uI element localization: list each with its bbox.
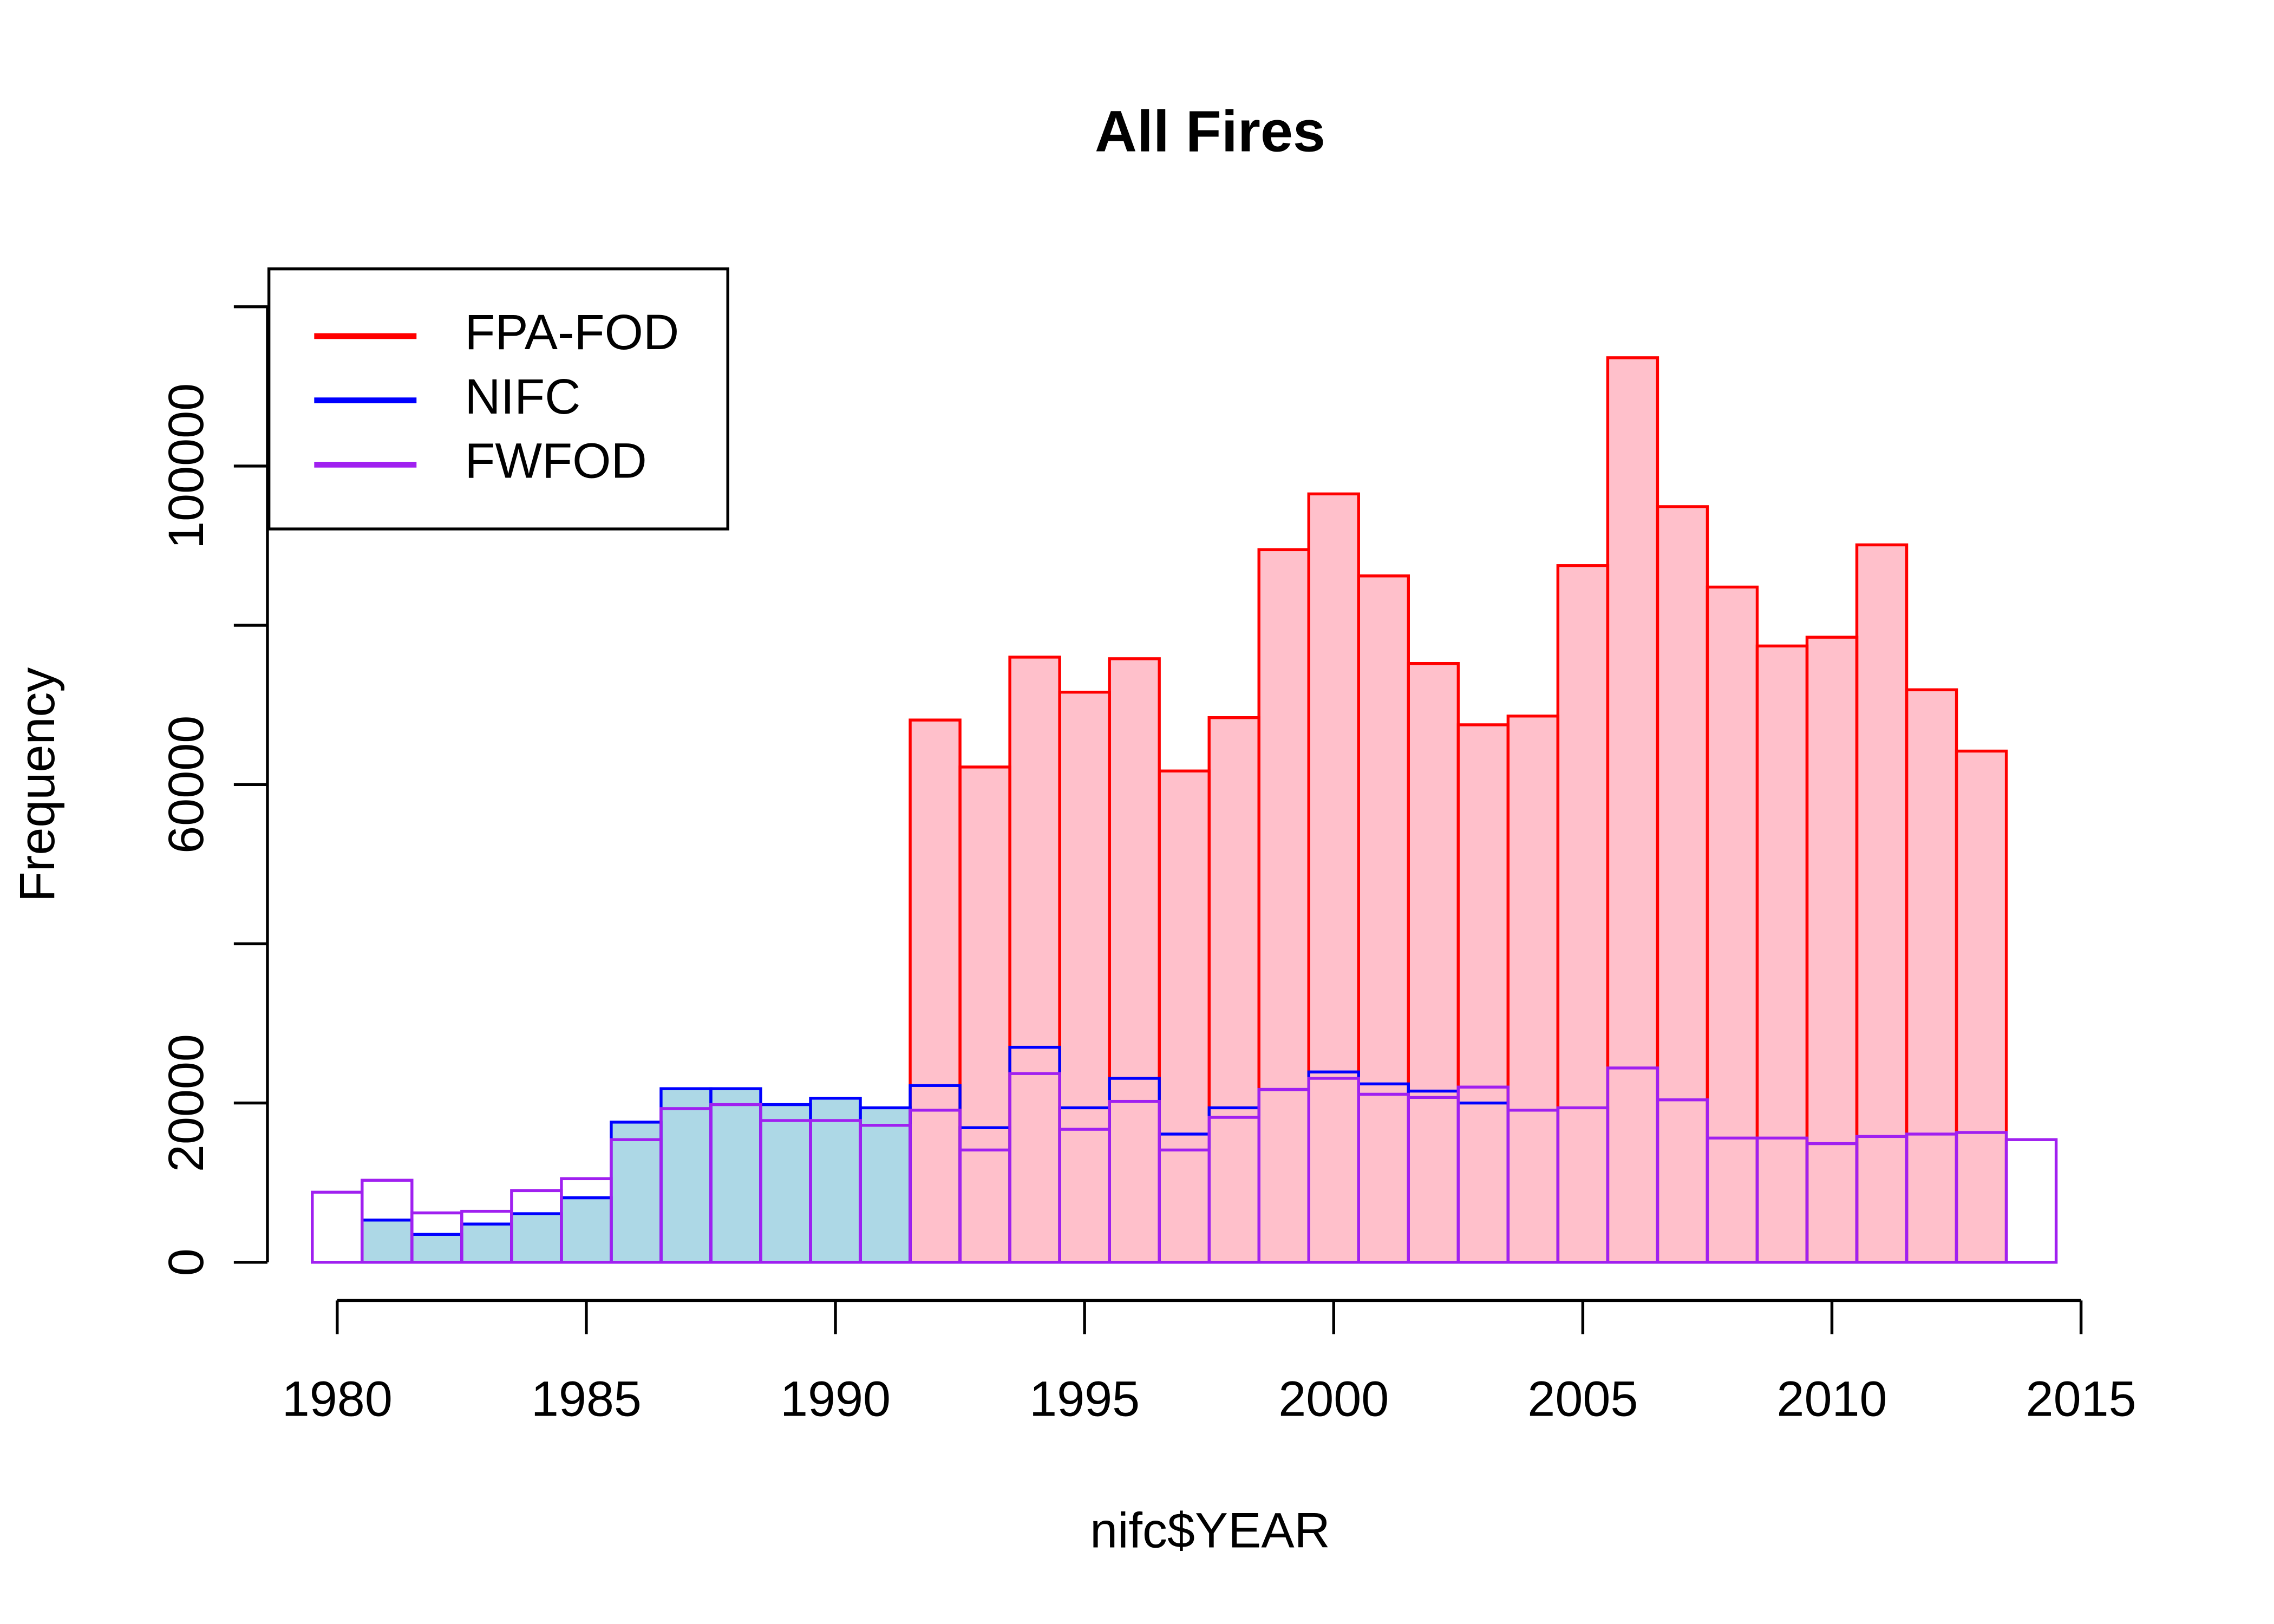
x-tick-label: 2005 [1527, 1372, 1638, 1427]
y-tick-label: 100000 [159, 383, 214, 549]
bar-fill [1857, 545, 1907, 1262]
bar-fill [710, 1089, 761, 1262]
y-axis-label: Frequency [10, 667, 65, 902]
bar-fill [960, 767, 1010, 1262]
bar-fill [1159, 771, 1210, 1262]
bar-fill [1209, 717, 1259, 1262]
bar-fill [1309, 494, 1359, 1262]
bar-fill [1408, 663, 1459, 1262]
y-tick-label: 0 [159, 1248, 214, 1276]
x-tick-label: 1995 [1029, 1372, 1140, 1427]
bar-fill [2006, 1140, 2056, 1262]
y-tick-label: 20000 [159, 1034, 214, 1172]
x-axis-label: nifc$YEAR [1090, 1503, 1330, 1558]
y-tick-label: 60000 [159, 716, 214, 854]
bar-fill [1657, 506, 1708, 1262]
bar-fill [1060, 692, 1110, 1262]
bar-fill [1757, 646, 1807, 1262]
bar-fill [1109, 658, 1160, 1262]
x-tick-label: 2000 [1278, 1372, 1389, 1427]
bar-fill [860, 1108, 911, 1262]
legend-label: FPA-FOD [465, 305, 679, 360]
x-tick-label: 2015 [2026, 1372, 2136, 1427]
x-tick-label: 1980 [282, 1372, 393, 1427]
bar [2004, 1138, 2058, 1264]
bar-fill [362, 1220, 412, 1262]
bar-fill [611, 1122, 661, 1262]
x-tick-label: 1990 [780, 1372, 891, 1427]
legend: FPA-FOD NIFC FWFOD [267, 267, 729, 531]
x-tick-label: 2010 [1776, 1372, 1887, 1427]
bar-fill [461, 1224, 512, 1262]
bar-fill [1458, 724, 1508, 1262]
bar-fill [1259, 549, 1309, 1262]
bar-fill [1807, 637, 1857, 1262]
bar-fill [1906, 690, 1957, 1262]
bar-fill [1508, 716, 1558, 1262]
bar-fill [411, 1234, 462, 1262]
bar-fill [1358, 575, 1409, 1262]
bar-fill [1558, 565, 1608, 1262]
bar-fill [561, 1197, 611, 1262]
bar-fill [1010, 657, 1060, 1262]
legend-label: FWFOD [465, 434, 646, 489]
bar-fill [811, 1098, 861, 1262]
chart-title: All Fires [1095, 99, 1325, 164]
bar-fill [910, 720, 960, 1262]
bar-fill [1707, 587, 1757, 1262]
bar-fill [661, 1089, 711, 1262]
bar-fill [312, 1192, 362, 1262]
legend-label: NIFC [465, 369, 580, 424]
x-tick-label: 1985 [531, 1372, 642, 1427]
bar-fill [511, 1214, 561, 1262]
bar-fill [1608, 357, 1658, 1262]
bar-fill [1956, 751, 2007, 1262]
bar-fill [760, 1104, 811, 1262]
